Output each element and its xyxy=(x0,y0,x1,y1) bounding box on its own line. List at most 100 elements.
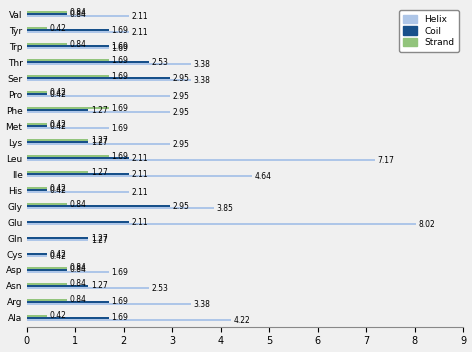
Bar xyxy=(27,285,88,287)
Bar xyxy=(27,79,191,81)
Bar xyxy=(27,127,109,129)
Bar xyxy=(27,27,47,29)
Text: 1.69: 1.69 xyxy=(111,72,128,81)
Text: 0.84: 0.84 xyxy=(70,8,87,17)
Bar xyxy=(27,299,67,301)
Text: 3.38: 3.38 xyxy=(193,76,210,85)
Text: 2.11: 2.11 xyxy=(132,28,148,37)
Bar xyxy=(27,43,67,45)
Bar xyxy=(27,45,109,47)
Legend: Helix, Coil, Strand: Helix, Coil, Strand xyxy=(399,10,459,52)
Bar xyxy=(27,29,109,31)
Bar xyxy=(27,63,191,65)
Text: 1.27: 1.27 xyxy=(91,235,108,245)
Text: 2.95: 2.95 xyxy=(172,140,189,149)
Bar xyxy=(27,237,88,239)
Text: 1.69: 1.69 xyxy=(111,268,128,277)
Text: 1.69: 1.69 xyxy=(111,26,128,35)
Text: 1.69: 1.69 xyxy=(111,42,128,51)
Bar xyxy=(27,159,375,161)
Text: 2.11: 2.11 xyxy=(132,12,148,21)
Text: 1.69: 1.69 xyxy=(111,44,128,53)
Bar xyxy=(27,47,109,49)
Bar xyxy=(27,207,213,209)
Bar xyxy=(27,239,88,241)
Text: 1.69: 1.69 xyxy=(111,297,128,307)
Text: 2.95: 2.95 xyxy=(172,92,189,101)
Text: 1.69: 1.69 xyxy=(111,103,128,113)
Bar xyxy=(27,253,47,255)
Bar xyxy=(27,175,252,177)
Bar xyxy=(27,283,67,285)
Text: 0.84: 0.84 xyxy=(70,295,87,304)
Text: 0.84: 0.84 xyxy=(70,200,87,208)
Bar xyxy=(27,111,170,113)
Text: 8.02: 8.02 xyxy=(418,220,435,229)
Bar xyxy=(27,189,47,191)
Text: 1.69: 1.69 xyxy=(111,313,128,322)
Text: 4.22: 4.22 xyxy=(234,315,251,325)
Text: 0.42: 0.42 xyxy=(50,186,67,195)
Bar xyxy=(27,269,67,271)
Text: 1.69: 1.69 xyxy=(111,124,128,133)
Text: 1.27: 1.27 xyxy=(91,233,108,243)
Text: 2.53: 2.53 xyxy=(152,58,169,67)
Text: 2.95: 2.95 xyxy=(172,74,189,83)
Text: 0.84: 0.84 xyxy=(70,10,87,19)
Text: 7.17: 7.17 xyxy=(377,156,394,165)
Text: 1.27: 1.27 xyxy=(91,282,108,290)
Text: 2.95: 2.95 xyxy=(172,202,189,210)
Text: 2.11: 2.11 xyxy=(132,218,148,227)
Text: 1.27: 1.27 xyxy=(91,136,108,145)
Bar xyxy=(27,255,47,257)
Text: 3.38: 3.38 xyxy=(193,60,210,69)
Bar xyxy=(27,91,47,93)
Bar xyxy=(27,95,170,98)
Bar xyxy=(27,139,88,141)
Text: 0.84: 0.84 xyxy=(70,263,87,272)
Bar xyxy=(27,93,47,95)
Text: 2.11: 2.11 xyxy=(132,170,148,178)
Text: 2.11: 2.11 xyxy=(132,154,148,163)
Bar xyxy=(27,155,109,157)
Text: 0.42: 0.42 xyxy=(50,88,67,97)
Bar xyxy=(27,221,129,223)
Bar xyxy=(27,123,47,125)
Bar xyxy=(27,223,416,225)
Text: 0.42: 0.42 xyxy=(50,252,67,260)
Text: 1.69: 1.69 xyxy=(111,152,128,161)
Text: 0.42: 0.42 xyxy=(50,183,67,193)
Bar xyxy=(27,13,67,15)
Text: 2.95: 2.95 xyxy=(172,108,189,117)
Bar xyxy=(27,15,129,18)
Text: 3.85: 3.85 xyxy=(216,204,233,213)
Text: 0.42: 0.42 xyxy=(50,24,67,33)
Bar xyxy=(27,31,129,33)
Bar xyxy=(27,59,109,61)
Bar xyxy=(27,11,67,13)
Bar xyxy=(27,61,150,63)
Bar xyxy=(27,315,47,317)
Bar xyxy=(27,267,67,269)
Bar xyxy=(27,107,109,109)
Text: 1.69: 1.69 xyxy=(111,56,128,65)
Bar xyxy=(27,141,88,143)
Text: 0.42: 0.42 xyxy=(50,250,67,258)
Text: 2.53: 2.53 xyxy=(152,284,169,293)
Bar xyxy=(27,317,109,319)
Bar xyxy=(27,143,170,145)
Bar xyxy=(27,157,129,159)
Bar xyxy=(27,187,47,189)
Bar xyxy=(27,173,129,175)
Bar xyxy=(27,203,67,205)
Text: 1.27: 1.27 xyxy=(91,138,108,147)
Text: 1.27: 1.27 xyxy=(91,106,108,115)
Text: 0.42: 0.42 xyxy=(50,312,67,320)
Bar xyxy=(27,287,150,289)
Bar xyxy=(27,301,109,303)
Bar xyxy=(27,205,170,207)
Text: 4.64: 4.64 xyxy=(254,172,271,181)
Text: 0.42: 0.42 xyxy=(50,90,67,99)
Bar xyxy=(27,75,109,77)
Bar xyxy=(27,109,88,111)
